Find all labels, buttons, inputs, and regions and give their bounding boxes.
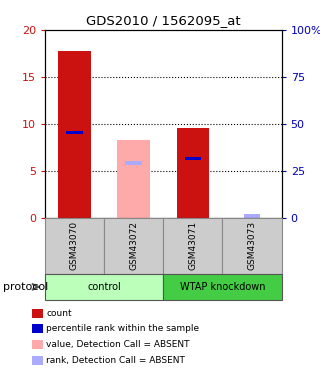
Text: GSM43070: GSM43070 (70, 221, 79, 270)
Title: GDS2010 / 1562095_at: GDS2010 / 1562095_at (86, 15, 241, 27)
Text: GSM43073: GSM43073 (247, 221, 257, 270)
Bar (177, 128, 209, 217)
Bar (117, 140, 150, 218)
Text: control: control (87, 282, 121, 292)
Bar (125, 162, 142, 165)
Text: percentile rank within the sample: percentile rank within the sample (46, 324, 200, 333)
Text: WTAP knockdown: WTAP knockdown (180, 282, 265, 292)
Text: GSM43071: GSM43071 (188, 221, 197, 270)
Bar (66, 130, 83, 134)
Bar (185, 157, 201, 160)
Text: count: count (46, 309, 72, 318)
Text: rank, Detection Call = ABSENT: rank, Detection Call = ABSENT (46, 356, 185, 365)
Bar (244, 214, 260, 218)
Text: value, Detection Call = ABSENT: value, Detection Call = ABSENT (46, 340, 190, 349)
Text: protocol: protocol (3, 282, 48, 292)
Text: GSM43072: GSM43072 (129, 221, 138, 270)
Bar (58, 51, 91, 217)
